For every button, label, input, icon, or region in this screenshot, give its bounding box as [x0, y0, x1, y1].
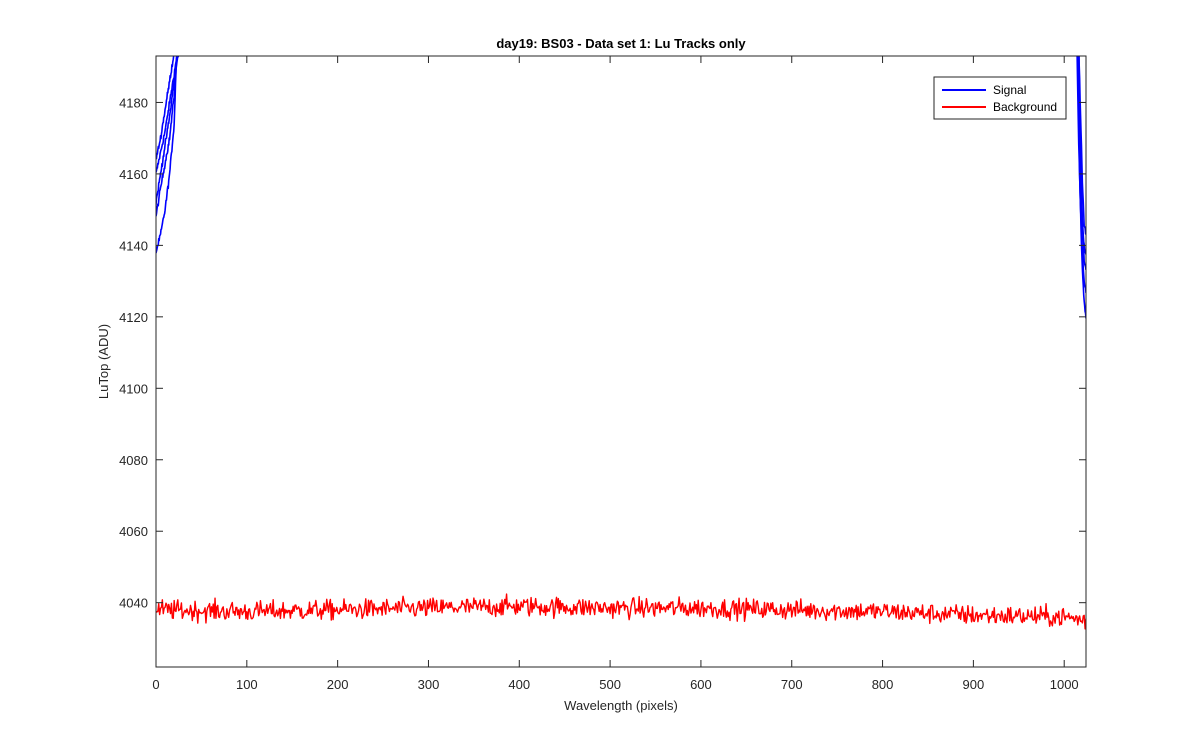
x-tick-label: 500	[599, 677, 621, 692]
signal-track-3-left	[156, 56, 178, 254]
x-tick-label: 100	[236, 677, 258, 692]
x-tick-label: 300	[418, 677, 440, 692]
y-tick-label: 4160	[119, 167, 148, 182]
series-layer	[156, 56, 1086, 630]
legend: Signal Background	[933, 76, 1067, 120]
y-tick-label: 4040	[119, 596, 148, 611]
x-axis-title: Wavelength (pixels)	[564, 698, 678, 713]
x-tick-label: 400	[508, 677, 530, 692]
signal-track-5-right	[1078, 56, 1086, 235]
plot-frame	[155, 55, 1087, 668]
ticks-layer: 0 100 200 300 400 500 600 700 800 900 1000 4040 4060…	[119, 56, 1086, 692]
legend-label-background: Background	[993, 100, 1057, 114]
x-tick-label: 700	[781, 677, 803, 692]
y-tick-label: 4100	[119, 381, 148, 396]
x-tick-label: 600	[690, 677, 712, 692]
x-tick-label: 200	[327, 677, 349, 692]
signal-track-1-left	[156, 56, 178, 173]
x-tick-label: 1000	[1050, 677, 1079, 692]
y-axis-title: LuTop (ADU)	[96, 324, 111, 399]
y-tick-label: 4180	[119, 95, 148, 110]
x-tick-label: 0	[152, 677, 159, 692]
y-tick-label: 4060	[119, 524, 148, 539]
signal-track-2-left	[156, 56, 178, 217]
plot-area	[156, 56, 1086, 667]
y-tick-label: 4120	[119, 310, 148, 325]
legend-label-signal: Signal	[993, 83, 1026, 97]
x-tick-label: 800	[872, 677, 894, 692]
signal-track-4-right	[1077, 56, 1086, 255]
y-tick-label: 4080	[119, 453, 148, 468]
signal-track-5-left	[156, 56, 175, 160]
x-tick-label: 900	[963, 677, 985, 692]
legend-box	[933, 76, 1067, 120]
chart-title: day19: BS03 - Data set 1: Lu Tracks only	[496, 36, 746, 51]
y-tick-label: 4140	[119, 238, 148, 253]
background-series-line	[156, 593, 1086, 630]
signal-track-4-left	[156, 56, 180, 205]
